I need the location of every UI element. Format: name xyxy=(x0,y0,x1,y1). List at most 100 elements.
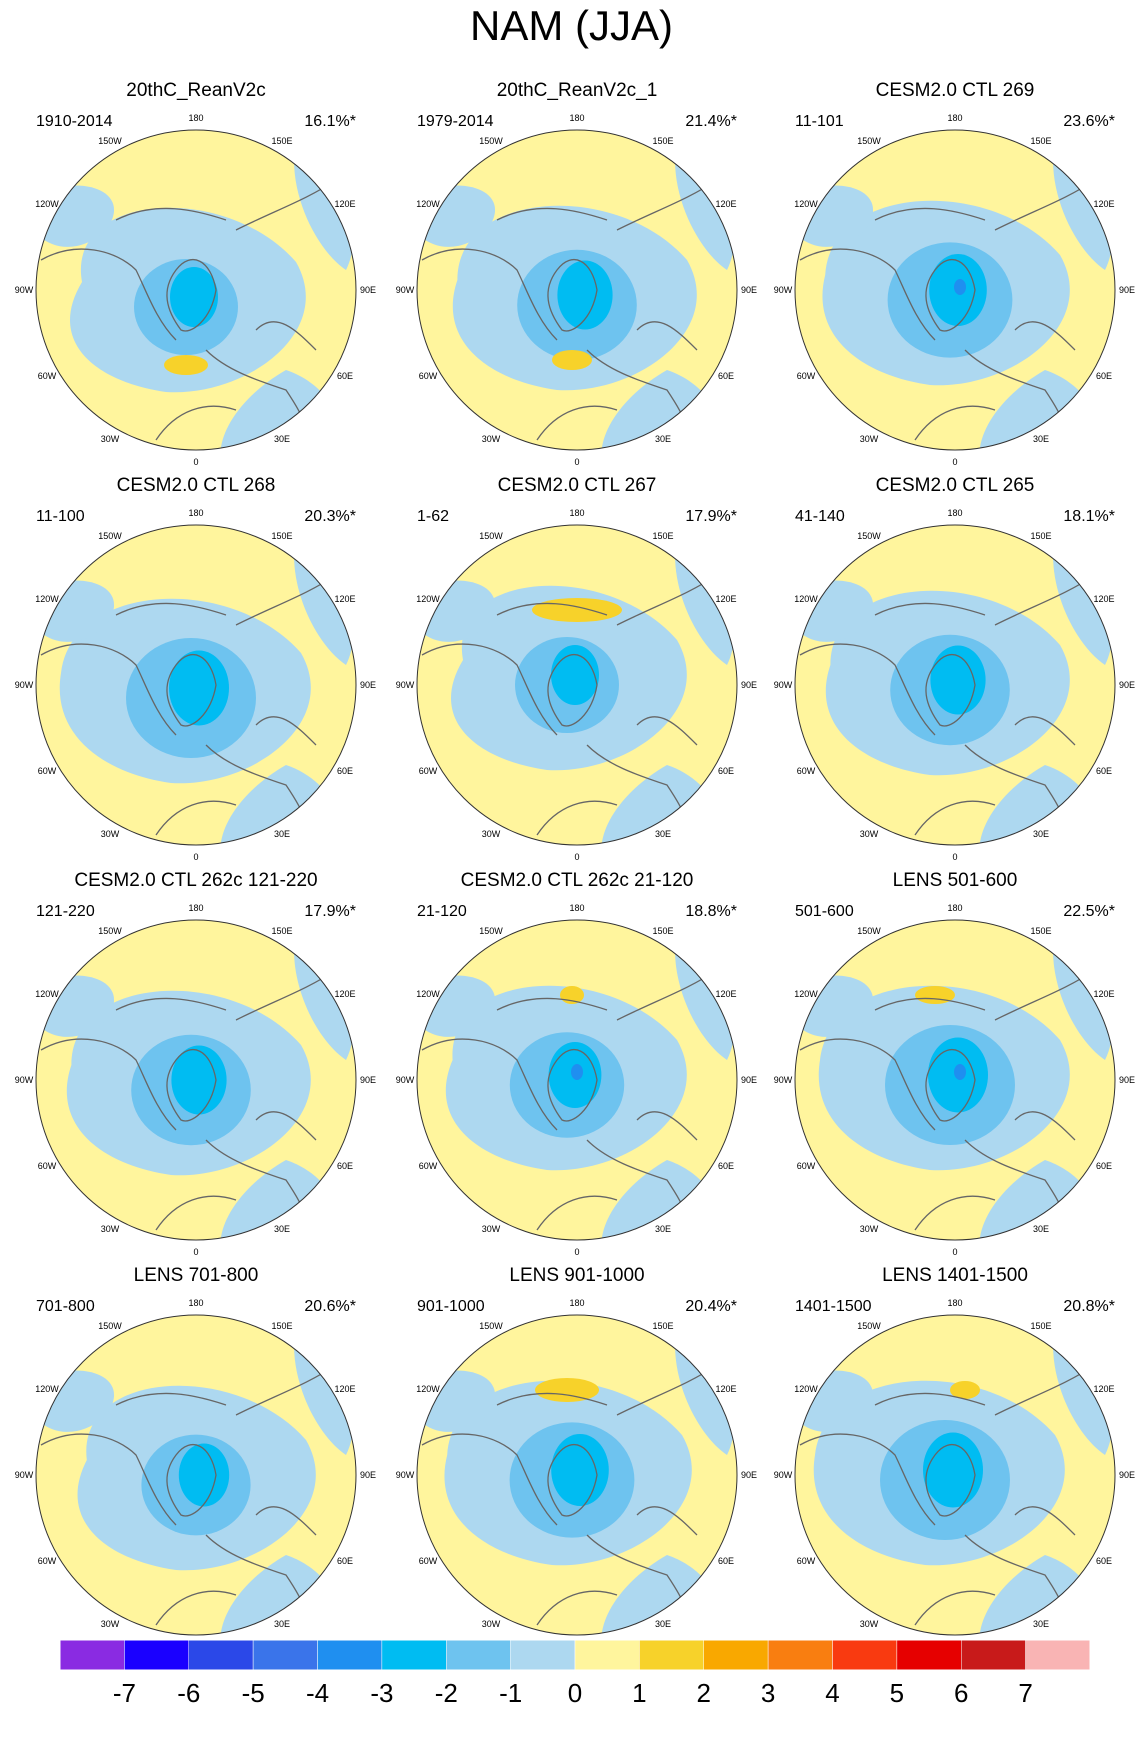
polar-map xyxy=(794,524,1116,846)
longitude-label: 0 xyxy=(193,457,199,467)
map-boundary xyxy=(794,524,1116,846)
colorbar-tick: 2 xyxy=(696,1678,711,1708)
coastline xyxy=(40,1038,177,1131)
coastline xyxy=(40,1433,177,1526)
coastline xyxy=(536,405,618,441)
longitude-label: 0 xyxy=(574,852,580,862)
map-panel: CESM2.0 CTL 262c 121-220 121-220 17.9%* 180… xyxy=(15,870,376,1270)
neg3-region xyxy=(551,645,599,705)
longitude-label: 90E xyxy=(740,680,758,690)
coastline xyxy=(1014,321,1076,351)
longitude-label: 30E xyxy=(654,1618,672,1629)
coastline xyxy=(155,1590,237,1626)
longitude-label: 180 xyxy=(947,1298,963,1308)
panel-variance: 20.4%* xyxy=(685,1298,737,1315)
panel-variance: 20.6%* xyxy=(304,1298,356,1315)
longitude-label: 120W xyxy=(35,594,59,604)
panel-period: 901-1000 xyxy=(417,1298,485,1315)
longitude-label: 150E xyxy=(1030,1321,1052,1332)
polar-map xyxy=(416,919,738,1241)
map-boundary xyxy=(794,129,1116,451)
longitude-label: 180 xyxy=(947,903,963,913)
longitude-label: 60E xyxy=(1095,1161,1112,1171)
pos2-region xyxy=(164,355,208,375)
map-panel: CESM2.0 CTL 269 11-101 23.6%* 180 150E 120E 90… xyxy=(774,80,1135,480)
longitude-label: 30E xyxy=(273,828,291,839)
coastline xyxy=(155,405,237,441)
panel-title: CESM2.0 CTL 267 xyxy=(497,475,657,496)
coastline xyxy=(914,1590,996,1626)
coastline xyxy=(496,207,608,221)
longitude-label: 60E xyxy=(717,1161,734,1171)
longitude-label: 60E xyxy=(336,1161,353,1171)
coastline xyxy=(115,1392,227,1406)
longitude-label: 180 xyxy=(188,903,204,913)
map-boundary xyxy=(416,919,738,1241)
coastline xyxy=(799,643,936,736)
colorbar-tick: 3 xyxy=(760,1678,776,1708)
longitude-label: 150E xyxy=(652,531,674,542)
coastline xyxy=(166,653,217,727)
longitude-label: 0 xyxy=(952,457,958,467)
longitude-label: 120E xyxy=(1093,989,1115,999)
longitude-label: 30E xyxy=(654,1223,672,1234)
longitude-label: 180 xyxy=(569,1298,585,1308)
longitude-label: 30W xyxy=(481,433,501,444)
longitude-label: 120E xyxy=(334,989,356,999)
map-boundary xyxy=(416,524,738,846)
coastline xyxy=(925,258,976,332)
neg3-region xyxy=(169,650,229,726)
longitude-label: 90W xyxy=(773,1470,793,1480)
neg3-region xyxy=(557,260,613,330)
coastline xyxy=(40,248,177,341)
coastline xyxy=(421,643,558,736)
pos2-region xyxy=(535,1378,599,1402)
longitude-label: 0 xyxy=(952,1247,958,1257)
longitude-label: 120E xyxy=(1093,594,1115,604)
coastline xyxy=(155,800,237,836)
map-panel: CESM2.0 CTL 265 41-140 18.1%* 180 150E 120E 90… xyxy=(774,475,1135,875)
longitude-label: 150E xyxy=(271,531,293,542)
longitude-label: 0 xyxy=(574,1642,580,1652)
longitude-label: 120E xyxy=(1093,1384,1115,1394)
panel-period: 1910-2014 xyxy=(36,113,113,130)
coastline xyxy=(536,800,618,836)
longitude-label: 150W xyxy=(857,926,881,937)
longitude-label: 60E xyxy=(717,1556,734,1566)
longitude-label: 60W xyxy=(418,766,438,776)
coastline xyxy=(636,321,698,351)
longitude-label: 30E xyxy=(273,433,291,444)
coastline xyxy=(255,716,317,746)
longitude-label: 0 xyxy=(193,852,199,862)
coastline xyxy=(1014,1506,1076,1536)
map-panel: LENS 701-800 701-800 20.6%* 180 150E 120E 90E 6… xyxy=(15,1265,377,1665)
longitude-label: 60E xyxy=(336,371,353,381)
coastline xyxy=(547,258,598,332)
longitude-label: 120W xyxy=(794,594,818,604)
panel-variance: 17.9%* xyxy=(304,903,356,920)
coastline xyxy=(874,602,986,616)
longitude-label: 150E xyxy=(271,926,293,937)
panel-title: LENS 901-1000 xyxy=(509,1265,645,1286)
coastline xyxy=(914,1195,996,1231)
map-panel: 20thC_ReanV2c 1910-2014 16.1%* 180 150E 120E 9… xyxy=(15,80,376,480)
longitude-label: 150W xyxy=(857,1321,881,1332)
longitude-label: 90W xyxy=(395,1470,415,1480)
coastline xyxy=(115,997,227,1011)
longitude-label: 60W xyxy=(418,1556,438,1566)
longitude-label: 90E xyxy=(740,1075,758,1085)
polar-map xyxy=(416,524,738,846)
colorbar-tick: 0 xyxy=(567,1678,583,1708)
coastline xyxy=(255,1111,317,1141)
coastline xyxy=(914,405,996,441)
coastline xyxy=(799,1038,936,1131)
panel-period: 11-100 xyxy=(36,508,85,525)
longitude-label: 60W xyxy=(796,371,816,381)
panel-period: 1401-1500 xyxy=(795,1298,872,1315)
polar-map xyxy=(416,129,738,451)
longitude-label: 90E xyxy=(359,1470,377,1480)
neg3-region xyxy=(171,1045,227,1115)
longitude-label: 60W xyxy=(37,766,57,776)
colorbar-tick: -7 xyxy=(112,1678,136,1708)
longitude-label: 150W xyxy=(98,926,122,937)
